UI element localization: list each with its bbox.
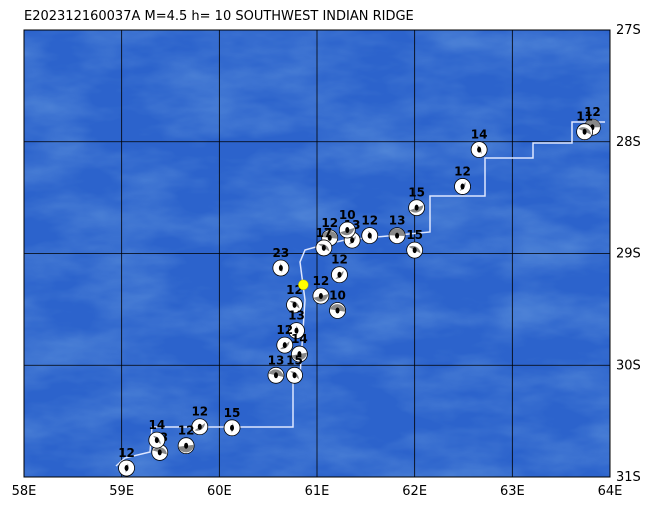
y-tick-label: 28S (616, 135, 641, 150)
depth-label: 12 (191, 405, 208, 419)
depth-label: 13 (288, 309, 305, 323)
depth-label: 12 (331, 253, 348, 267)
depth-label: 15 (408, 186, 425, 200)
beachball (361, 227, 379, 245)
depth-label: 12 (454, 164, 471, 178)
event-core (414, 204, 419, 211)
beachball (272, 259, 290, 277)
event-core (477, 146, 482, 153)
beachball (576, 123, 594, 141)
depth-label: 14 (291, 332, 308, 346)
y-tick-label: 30S (616, 358, 641, 373)
event-mechanism (321, 230, 338, 239)
beachball (329, 302, 346, 319)
depth-label: 11 (576, 110, 593, 124)
depth-label: 12 (321, 216, 338, 230)
depth-label: 13 (389, 214, 406, 228)
beachball (177, 437, 195, 455)
depth-label: 12 (178, 424, 195, 438)
depth-label: 23 (273, 246, 290, 260)
depth-label: 15 (406, 228, 423, 242)
beachball (148, 431, 166, 449)
events: 1211141215131512131012172312121012131214… (118, 105, 601, 477)
event-core (367, 232, 372, 239)
event-core (321, 244, 326, 251)
event-core (292, 301, 297, 308)
beachball (223, 419, 241, 437)
event-core (282, 342, 287, 349)
event-core (184, 442, 189, 449)
beachball (315, 239, 333, 257)
beachball (331, 266, 348, 284)
y-tick-label: 31S (616, 470, 641, 485)
beachball (291, 345, 308, 363)
beachball (288, 322, 305, 340)
depth-label: 17 (315, 226, 332, 240)
y-tick-label: 27S (616, 23, 641, 38)
x-tick-label: 62E (402, 484, 427, 499)
beachball (286, 366, 303, 384)
x-tick-label: 58E (12, 484, 37, 499)
beachball (408, 199, 426, 217)
grid (24, 30, 610, 477)
depth-label: 15 (286, 353, 303, 367)
event-core (318, 292, 323, 299)
event-core (395, 232, 400, 239)
depth-label: 12 (584, 105, 601, 119)
event-core (278, 265, 283, 272)
event-core (292, 372, 297, 379)
beachball (118, 459, 135, 477)
beachball (406, 241, 424, 259)
event-core (294, 327, 299, 334)
beachball (276, 336, 294, 354)
depth-label: 12 (361, 214, 378, 228)
depth-label: 12 (276, 323, 293, 337)
event-core (297, 351, 302, 358)
x-tick-label: 59E (109, 484, 134, 499)
event-core (197, 423, 202, 430)
event-core (345, 227, 350, 234)
event-core (337, 271, 342, 278)
mainshock (298, 279, 309, 291)
depth-label: 12 (118, 446, 135, 460)
x-tick-label: 60E (207, 484, 232, 499)
event-core (157, 449, 162, 456)
event-core (350, 237, 355, 244)
depth-label: 15 (224, 406, 241, 420)
event-core (412, 247, 417, 254)
depth-label: 14 (148, 418, 165, 432)
y-tick-label: 29S (616, 247, 641, 262)
map-frame (23, 29, 611, 478)
map-title: E202312160037A M=4.5 h= 10 SOUTHWEST IND… (24, 9, 414, 24)
event-core (327, 234, 332, 241)
x-tick-label: 61E (305, 484, 330, 499)
beachball (267, 366, 285, 384)
x-tick-label: 64E (598, 484, 623, 499)
beachball (470, 141, 488, 158)
event-core (273, 372, 278, 379)
event-core (154, 437, 159, 444)
event-core (124, 465, 129, 472)
beachball (338, 221, 356, 239)
depth-label: 13 (268, 353, 285, 367)
depth-label: 12 (313, 274, 330, 288)
depth-label: 10 (329, 288, 346, 302)
event-core (230, 424, 235, 431)
x-tick-label: 63E (500, 484, 525, 499)
depth-label: 14 (471, 128, 488, 142)
event-core (582, 128, 587, 135)
beachball (388, 227, 406, 245)
depth-label: 10 (339, 208, 356, 222)
beachball (191, 418, 209, 436)
event-core (335, 307, 340, 314)
event-core (460, 183, 465, 190)
beachball (286, 296, 303, 314)
event-mechanism (389, 228, 406, 237)
beachball (312, 287, 330, 305)
beachball (454, 178, 471, 195)
